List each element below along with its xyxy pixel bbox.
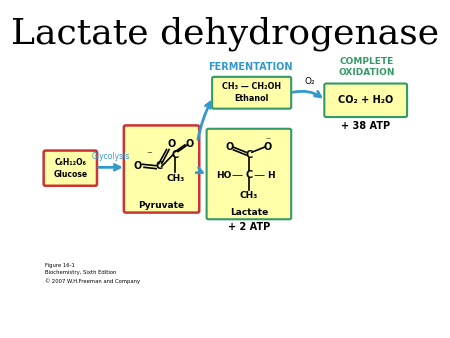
Text: O₂: O₂ (304, 77, 315, 86)
Text: O: O (186, 139, 194, 149)
Text: Pyruvate: Pyruvate (138, 201, 184, 210)
Text: + 38 ATP: + 38 ATP (341, 121, 390, 131)
Text: COMPLETE
OXIDATION: COMPLETE OXIDATION (338, 57, 395, 77)
Text: Glycolysis: Glycolysis (91, 152, 130, 161)
Text: C₆H₁₂O₆
Glucose: C₆H₁₂O₆ Glucose (53, 158, 87, 178)
FancyBboxPatch shape (212, 77, 291, 108)
Text: C: C (172, 150, 179, 160)
Text: CH₃: CH₃ (240, 191, 258, 200)
FancyBboxPatch shape (207, 129, 291, 219)
FancyBboxPatch shape (324, 83, 407, 117)
Text: Lactate: Lactate (230, 208, 268, 217)
Text: FERMENTATION: FERMENTATION (208, 62, 293, 72)
Text: Figure 16-1
Biochemistry, Sixth Edition
© 2007 W.H.Freeman and Company: Figure 16-1 Biochemistry, Sixth Edition … (45, 263, 140, 284)
Text: CH₃: CH₃ (166, 174, 184, 183)
Text: C: C (155, 161, 162, 171)
Text: C: C (245, 150, 252, 160)
Text: + 2 ATP: + 2 ATP (228, 222, 270, 232)
Text: HO: HO (216, 171, 232, 179)
FancyBboxPatch shape (124, 125, 199, 213)
Text: ⁻: ⁻ (146, 150, 152, 160)
FancyBboxPatch shape (44, 150, 97, 186)
Text: O: O (167, 139, 176, 149)
Text: C: C (245, 170, 252, 180)
Text: —: — (254, 170, 265, 180)
Text: ⁻: ⁻ (266, 137, 270, 146)
Text: O: O (225, 142, 234, 152)
Text: O: O (264, 142, 272, 152)
Text: —: — (232, 170, 243, 180)
Text: CO₂ + H₂O: CO₂ + H₂O (338, 95, 393, 105)
Text: Lactate dehydrogenase: Lactate dehydrogenase (11, 17, 439, 51)
Text: O: O (133, 161, 142, 171)
Text: H: H (267, 171, 275, 179)
Text: CH₃ — CH₂OH
Ethanol: CH₃ — CH₂OH Ethanol (222, 82, 281, 103)
